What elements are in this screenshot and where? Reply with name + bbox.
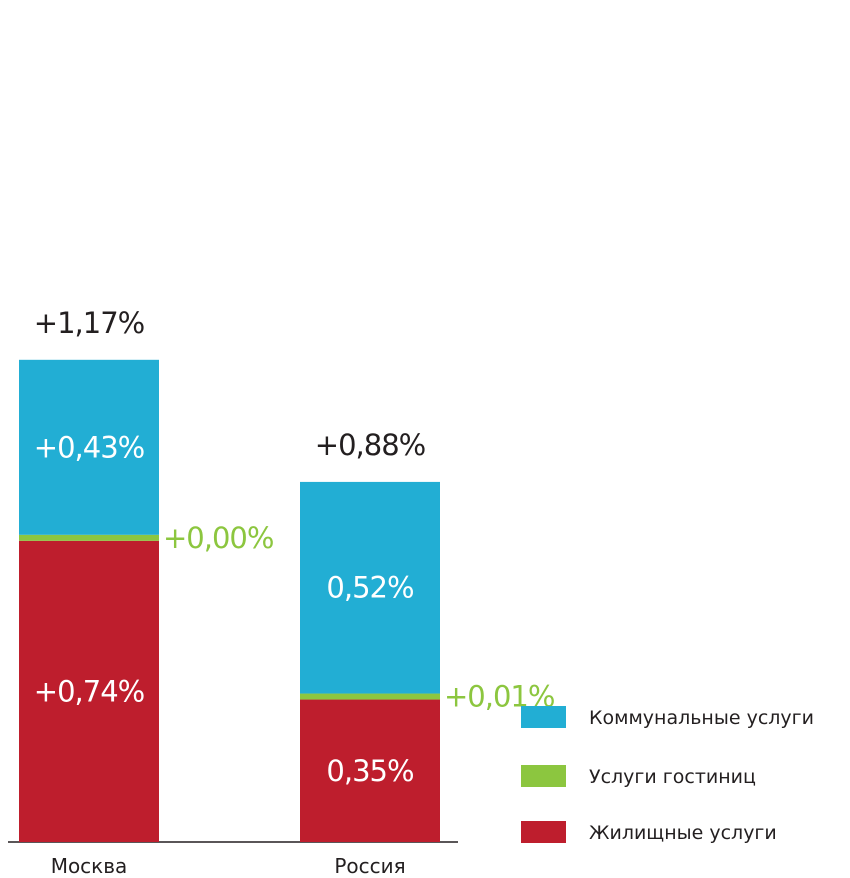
segment-label-moscow-1: +0,00% — [163, 521, 273, 555]
labels-group: +0,74%+0,00%+0,43%+1,17%Москва0,35%+0,01… — [34, 306, 556, 878]
total-label-russia: +0,88% — [315, 428, 425, 462]
segment-label-moscow-0: +0,74% — [34, 674, 144, 708]
bars-group — [19, 359, 440, 842]
legend-label-2: Жилищные услуги — [589, 822, 777, 844]
legend-swatch-2 — [521, 821, 566, 843]
legend-swatch-1 — [521, 765, 566, 787]
bar-segment-russia-1 — [300, 693, 440, 700]
bar-segment-moscow-2 — [19, 359, 159, 535]
bar-segment-russia-0 — [300, 699, 440, 842]
legend-label-1: Услуги гостиниц — [589, 766, 756, 788]
bar-segment-russia-2 — [300, 481, 440, 694]
category-label-russia: Россия — [334, 854, 405, 878]
legend-label-0: Коммунальные услуги — [589, 707, 814, 729]
segment-label-russia-0: 0,35% — [326, 754, 413, 788]
bar-segment-moscow-0 — [19, 540, 159, 842]
category-label-moscow: Москва — [51, 854, 128, 878]
segment-label-moscow-2: +0,43% — [34, 430, 144, 464]
segment-label-russia-2: 0,52% — [326, 571, 413, 605]
legend-swatch-0 — [521, 706, 566, 728]
legend: Коммунальные услуги Услуги гостиниц Жилищн… — [521, 706, 814, 844]
bar-segment-moscow-1 — [19, 534, 159, 541]
total-label-moscow: +1,17% — [34, 306, 144, 340]
